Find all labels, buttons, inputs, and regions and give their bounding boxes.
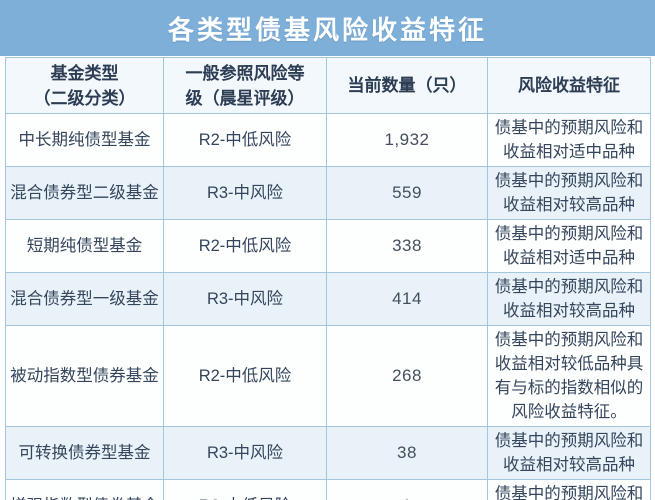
header-risk-level: 一般参照风险等 级（晨星评级） <box>163 57 327 114</box>
risk-level-cell: R2-中低风险 <box>163 113 327 167</box>
count-cell: 414 <box>326 272 488 326</box>
fund-risk-table: 基金类型 （二级分类） 一般参照风险等 级（晨星评级） 当前数量（只） 风险收益… <box>5 57 651 500</box>
characteristic-cell: 债基中的预期风险和 收益相对较高品种 <box>487 272 651 326</box>
header-count: 当前数量（只） <box>326 57 488 114</box>
table-row: 可转换债券型基金 R3-中风险 38 债基中的预期风险和 收益相对较高品种 <box>5 426 651 480</box>
table-row: 短期纯债型基金 R2-中低风险 338 债基中的预期风险和 收益相对适中品种 <box>5 219 651 273</box>
header-characteristic: 风险收益特征 <box>487 57 651 114</box>
characteristic-cell: 债基中的预期风险和 收益相对较高品种 <box>487 426 651 480</box>
table-title: 各类型债基风险收益特征 <box>167 14 487 45</box>
table-title-bar: 各类型债基风险收益特征 <box>0 0 655 56</box>
count-cell: 1 <box>326 479 488 500</box>
table-container: 基金类型 （二级分类） 一般参照风险等 级（晨星评级） 当前数量（只） 风险收益… <box>0 56 655 500</box>
table-header-row: 基金类型 （二级分类） 一般参照风险等 级（晨星评级） 当前数量（只） 风险收益… <box>5 57 651 114</box>
count-cell: 338 <box>326 219 488 273</box>
risk-level-cell: R2-中低风险 <box>163 325 327 427</box>
fund-type-cell: 中长期纯债型基金 <box>5 113 164 167</box>
risk-level-cell: R2-中低风险 <box>163 219 327 273</box>
fund-type-cell: 短期纯债型基金 <box>5 219 164 273</box>
table-row: 混合债券型一级基金 R3-中风险 414 债基中的预期风险和 收益相对较高品种 <box>5 272 651 326</box>
risk-level-cell: R2-中低风险 <box>163 479 327 500</box>
fund-type-cell: 增强指数型债券基金 <box>5 479 164 500</box>
table-row: 增强指数型债券基金 R2-中低风险 1 债基中的预期风险和 收益相对较低品种 <box>5 479 651 500</box>
characteristic-cell: 债基中的预期风险和 收益相对较高品种 <box>487 166 651 220</box>
characteristic-cell: 债基中的预期风险和 收益相对适中品种 <box>487 113 651 167</box>
count-cell: 38 <box>326 426 488 480</box>
table-row: 混合债券型二级基金 R3-中风险 559 债基中的预期风险和 收益相对较高品种 <box>5 166 651 220</box>
table-row: 中长期纯债型基金 R2-中低风险 1,932 债基中的预期风险和 收益相对适中品… <box>5 113 651 167</box>
fund-type-cell: 混合债券型一级基金 <box>5 272 164 326</box>
count-cell: 559 <box>326 166 488 220</box>
characteristic-cell: 债基中的预期风险和 收益相对适中品种 <box>487 219 651 273</box>
count-cell: 1,932 <box>326 113 488 167</box>
fund-type-cell: 被动指数型债券基金 <box>5 325 164 427</box>
table-row: 被动指数型债券基金 R2-中低风险 268 债基中的预期风险和 收益相对较低品种… <box>5 325 651 427</box>
fund-type-cell: 可转换债券型基金 <box>5 426 164 480</box>
header-fund-type: 基金类型 （二级分类） <box>5 57 164 114</box>
characteristic-cell: 债基中的预期风险和 收益相对较低品种 <box>487 479 651 500</box>
risk-level-cell: R3-中风险 <box>163 166 327 220</box>
fund-type-cell: 混合债券型二级基金 <box>5 166 164 220</box>
risk-level-cell: R3-中风险 <box>163 426 327 480</box>
characteristic-cell: 债基中的预期风险和 收益相对较低品种具 有与标的指数相似的 风险收益特征。 <box>487 325 651 427</box>
count-cell: 268 <box>326 325 488 427</box>
risk-level-cell: R3-中风险 <box>163 272 327 326</box>
